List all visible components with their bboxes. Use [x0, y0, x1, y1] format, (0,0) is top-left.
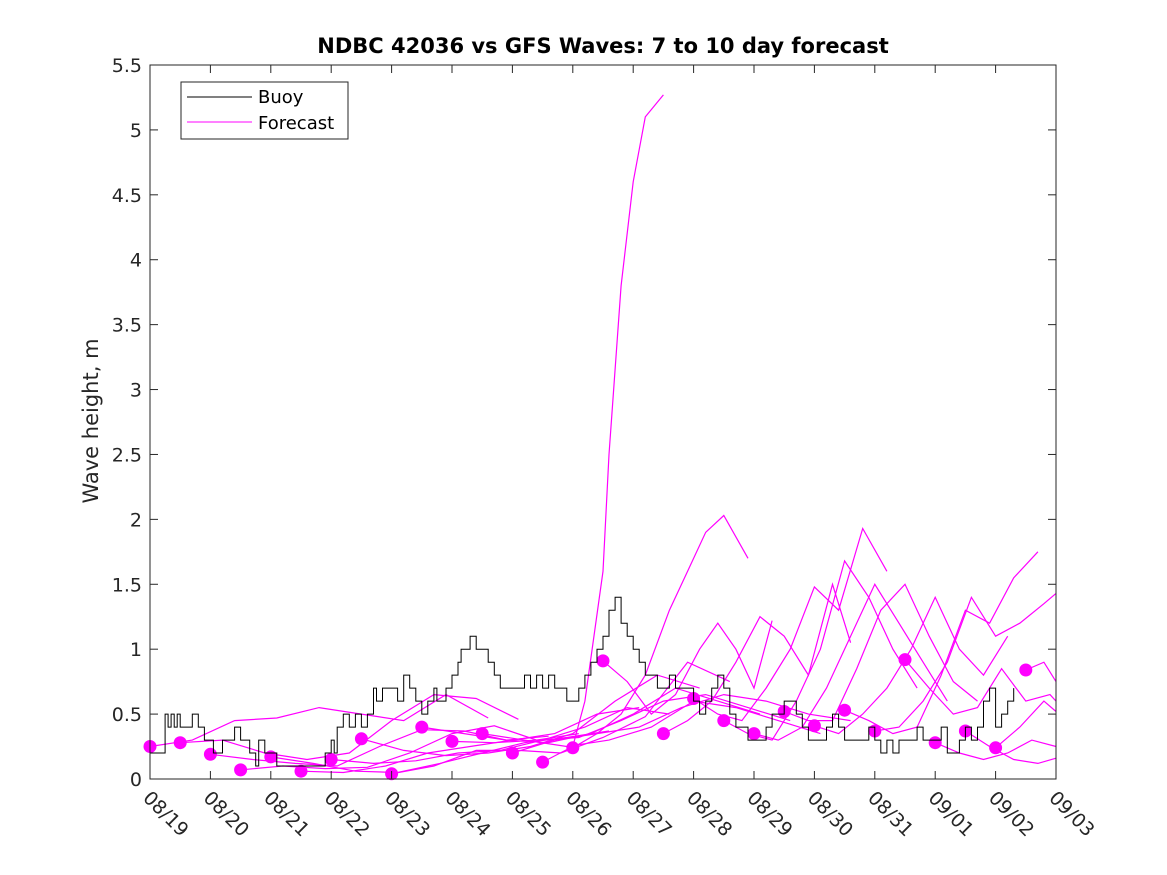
plot-background [150, 65, 1056, 779]
axes-box [149, 64, 1057, 780]
forecast-point-2 [203, 747, 217, 761]
forecast-point-14 [566, 741, 580, 755]
buoy-line [150, 596, 1015, 767]
forecast-point-22 [838, 703, 852, 717]
forecast-series-line-12 [512, 693, 851, 754]
buoy-layer [150, 596, 1015, 767]
forecast-point-5 [294, 764, 308, 778]
forecast-series-line-25 [934, 739, 1057, 761]
forecast-series-line-5 [300, 707, 640, 774]
forecast-point-10 [445, 734, 459, 748]
y-tick-label: 5.5 [112, 55, 142, 77]
y-tick-label: 3.5 [112, 315, 142, 337]
forecast-point-15 [596, 654, 610, 668]
forecast-point-24 [898, 653, 912, 667]
forecast-markers [143, 653, 1033, 781]
forecast-series-line-13 [542, 94, 664, 763]
forecast-series-line-23 [874, 592, 1057, 732]
forecast-point-3 [234, 763, 248, 777]
forecast-point-9 [415, 720, 429, 734]
forecast-point-4 [264, 750, 278, 764]
y-tick-label: 4 [130, 250, 142, 272]
forecast-series-line-10 [451, 693, 791, 744]
y-tick-label: 0.5 [112, 704, 142, 726]
forecast-point-6 [324, 753, 338, 766]
forecast-point-1 [173, 736, 187, 750]
forecast-series-line-15 [602, 620, 773, 715]
forecast-point-12 [505, 746, 519, 760]
y-tick-label: 2 [130, 509, 142, 531]
forecast-series-line-11 [482, 700, 821, 748]
y-tick-label: 4.5 [112, 185, 142, 207]
y-tick-label: 0 [130, 769, 142, 791]
forecast-point-28 [1019, 663, 1033, 677]
forecast-point-13 [536, 755, 550, 769]
y-tick-label: 3 [130, 380, 142, 402]
y-axis-label: Wave height, m [79, 338, 103, 503]
y-tick-label: 5 [130, 120, 142, 142]
forecast-point-16 [656, 727, 670, 741]
forecast-series-line-19 [753, 583, 948, 741]
forecast-point-7 [354, 732, 368, 746]
y-tick-label: 1 [130, 639, 142, 661]
forecast-point-19 [747, 727, 761, 741]
forecast-series-line-16 [663, 582, 852, 735]
forecast-series-line-14 [572, 514, 749, 749]
legend-buoy-label: Buoy [258, 87, 304, 108]
y-tick-label: 2.5 [112, 444, 142, 466]
y-tick-label: 1.5 [112, 574, 142, 596]
forecast-series-line-28 [1025, 661, 1057, 682]
forecast-point-21 [807, 719, 821, 733]
forecast-point-18 [717, 714, 731, 728]
forecast-series-line-21 [814, 595, 1009, 735]
legend-forecast-label: Forecast [258, 113, 334, 134]
legend: Buoy Forecast [180, 81, 349, 140]
forecast-series-line-27 [995, 700, 1057, 749]
legend-box [180, 81, 349, 140]
forecast-point-11 [475, 727, 489, 741]
forecast-series-line-1 [180, 693, 519, 761]
chart-title: NDBC 42036 vs GFS Waves: 7 to 10 day for… [317, 34, 888, 58]
forecast-series-line-7 [361, 674, 700, 757]
forecast-point-27 [989, 741, 1003, 755]
forecast-point-25 [928, 736, 942, 750]
forecast-series-line-0 [149, 693, 489, 748]
plot-area: 00.511.522.533.544.555.508/19 08/20 08/21 0… [112, 55, 1099, 841]
forecast-series-line-26 [965, 730, 1057, 765]
